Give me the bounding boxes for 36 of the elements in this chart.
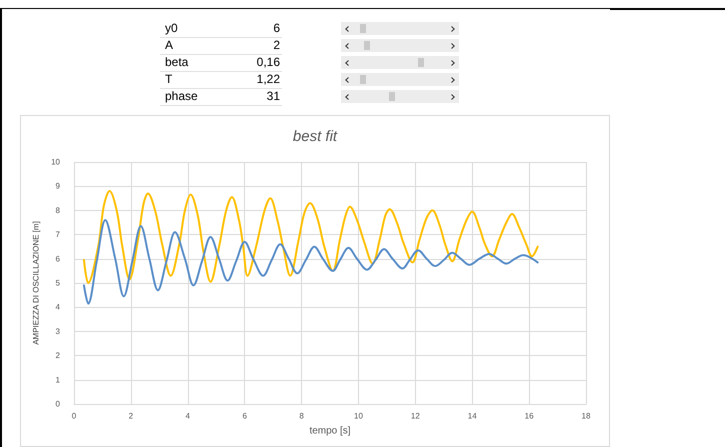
- x-tick-label: 16: [524, 412, 534, 420]
- text: phase: [165, 89, 198, 103]
- line-series: [82, 190, 539, 284]
- y-tick-label: 9: [56, 182, 61, 191]
- text: y0: [165, 21, 178, 35]
- y-tick-label: 1: [56, 375, 61, 384]
- x-tick-label: 8: [299, 412, 304, 420]
- y-tick-label: 2: [56, 351, 61, 360]
- y-tick-label: 7: [56, 230, 61, 240]
- y-tick-label: 10: [51, 158, 61, 166]
- x-tick-label: 2: [128, 412, 134, 420]
- x-axis-title: tempo [s]: [309, 426, 351, 436]
- text: 6: [273, 21, 280, 35]
- x-tick-label: 4: [186, 412, 191, 420]
- x-tick-label: 10: [354, 412, 364, 420]
- text: T: [165, 72, 172, 86]
- text: A: [165, 38, 174, 52]
- line-series: [82, 219, 539, 305]
- y-tick-label: 0: [56, 400, 61, 408]
- x-tick-label: 6: [242, 412, 248, 420]
- y-axis-title: AMPIEZZA DI OSCILLAZIONE [m]: [32, 221, 41, 345]
- chart-title: best fit: [292, 128, 338, 145]
- x-tick-label: 18: [582, 412, 591, 420]
- text: 1,22: [256, 72, 280, 86]
- x-tick-label: 12: [410, 412, 420, 420]
- text: 31: [266, 89, 280, 103]
- y-tick-label: 5: [56, 278, 61, 288]
- y-tick-label: 6: [56, 254, 61, 264]
- text: 2: [273, 38, 280, 52]
- text: 0,16: [256, 55, 280, 69]
- x-tick-label: 0: [72, 412, 77, 420]
- x-tick-label: 14: [468, 412, 478, 420]
- y-tick-label: 3: [56, 326, 61, 336]
- y-tick-label: 4: [56, 302, 61, 312]
- text: beta: [165, 55, 188, 69]
- y-tick-label: 8: [56, 206, 61, 215]
